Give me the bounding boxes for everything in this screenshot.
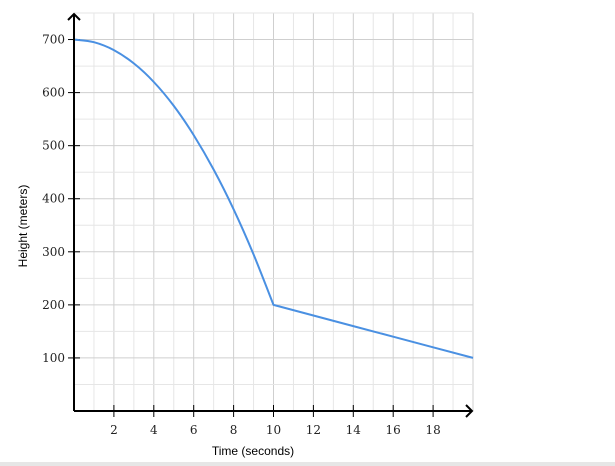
y-tick-label: 700 (42, 33, 65, 47)
x-tick-label: 14 (346, 423, 362, 437)
x-tick-label: 16 (386, 423, 401, 437)
series-layer (73, 38, 474, 359)
y-axis-arrow-icon (67, 12, 81, 21)
axes (67, 12, 474, 418)
y-axis-label: Height (meters) (16, 185, 30, 268)
bottom-divider (0, 462, 615, 466)
y-tick-label: 200 (42, 298, 65, 312)
x-tick-label: 6 (190, 423, 198, 437)
x-axis-label: Time (seconds) (212, 444, 294, 458)
x-tick-label: 10 (266, 423, 281, 437)
x-axis-arrow-icon (465, 404, 474, 418)
y-tick-label: 600 (42, 86, 65, 100)
y-axis-ticks: 100 200 300 400 500 600 700 (42, 33, 80, 365)
x-tick-label: 8 (230, 423, 238, 437)
x-tick-label: 2 (110, 423, 118, 437)
y-tick-label: 400 (42, 192, 65, 206)
grid (74, 12, 474, 411)
x-tick-label: 12 (306, 423, 321, 437)
x-tick-label: 4 (150, 423, 158, 437)
x-tick-label: 18 (425, 423, 440, 437)
y-tick-label: 300 (42, 245, 65, 259)
y-tick-label: 100 (42, 351, 65, 365)
x-axis-ticks: 2 4 6 8 10 12 14 16 18 (110, 405, 441, 437)
series-line (73, 38, 474, 359)
y-tick-label: 500 (42, 139, 65, 153)
